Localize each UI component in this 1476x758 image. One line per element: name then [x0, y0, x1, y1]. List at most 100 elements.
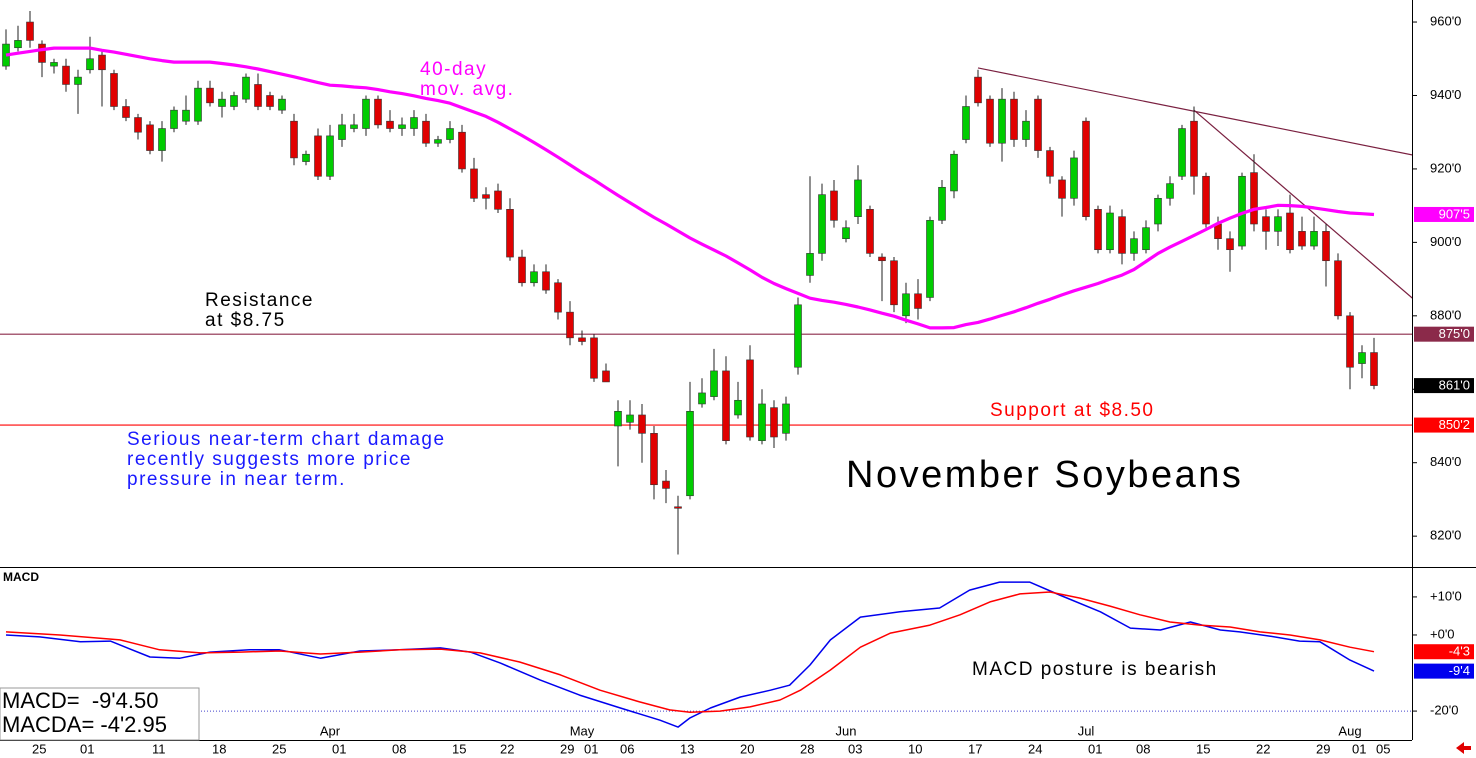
candle-body — [314, 135, 322, 177]
x-tick-label: 24 — [1028, 741, 1042, 756]
x-tick-label: 25 — [272, 741, 286, 756]
candle-body — [1010, 98, 1018, 140]
price-plot — [2, 11, 1412, 555]
candle-body — [50, 62, 58, 67]
macd-line — [5, 591, 1375, 713]
candle-body — [842, 227, 850, 239]
candle-body — [698, 392, 706, 405]
y-tick-label: 920'0 — [1430, 160, 1461, 175]
candle-body — [1118, 216, 1126, 254]
candle-body — [1322, 231, 1330, 262]
candle-body — [854, 179, 862, 217]
candle-body — [170, 109, 178, 129]
readout-box — [0, 687, 200, 741]
candle-body — [62, 65, 70, 85]
candle-body — [950, 153, 958, 192]
candle-body — [398, 124, 406, 129]
y-tick-label: +0'0 — [1430, 626, 1455, 641]
x-tick-label: 13 — [680, 741, 694, 756]
month-label: Jun — [836, 723, 857, 738]
candle-body — [638, 414, 646, 434]
candle-body — [434, 139, 442, 144]
candle-body — [998, 98, 1006, 144]
candle-body — [254, 84, 262, 107]
axes: 960'0940'0920'0900'0880'0860'0840'0820'0… — [32, 13, 1474, 756]
price-box-label: 875'0 — [1439, 326, 1470, 341]
y-tick-label: +10'0 — [1430, 588, 1462, 603]
candle-body — [1286, 212, 1294, 251]
resistance-label: Resistance — [205, 290, 314, 311]
price-box-label: 907'5 — [1439, 206, 1470, 221]
x-tick-label: 08 — [1136, 741, 1150, 756]
candle-body — [122, 106, 130, 118]
y-tick-label: -20'0 — [1430, 703, 1459, 718]
price-box — [1414, 644, 1474, 660]
candle-body — [1166, 183, 1174, 199]
candle-body — [482, 194, 490, 199]
note: pressure in near term. — [127, 469, 346, 490]
readout: MACD= -9'4.50 — [2, 688, 158, 713]
y-tick-label: 880'0 — [1430, 307, 1461, 322]
candle-body — [782, 403, 790, 434]
candle-body — [1226, 238, 1234, 251]
price-box-label: -4'3 — [1449, 644, 1470, 659]
x-tick-label: 05 — [1376, 741, 1390, 756]
candle-body — [374, 98, 382, 126]
candle-body — [1274, 216, 1282, 232]
note: Serious near-term chart damage — [127, 429, 446, 450]
month-label: Apr — [320, 723, 341, 738]
candle-body — [1178, 128, 1186, 177]
candle-body — [662, 480, 670, 489]
price-box — [1414, 417, 1474, 433]
candle-body — [686, 410, 694, 497]
x-tick-label: 01 — [80, 741, 94, 756]
ma-label: 40-day — [420, 59, 487, 80]
candle-body — [1346, 315, 1354, 368]
x-tick-label: 15 — [452, 741, 466, 756]
candle-body — [1082, 120, 1090, 217]
candle-body — [350, 124, 358, 129]
chart-title: November Soybeans — [846, 454, 1243, 496]
candle-body — [890, 260, 898, 306]
candle-body — [1262, 216, 1270, 232]
candle-body — [674, 506, 682, 509]
x-tick-label: 01 — [1352, 741, 1366, 756]
candle-body — [914, 293, 922, 309]
candle-body — [230, 95, 238, 107]
candle-body — [578, 337, 586, 342]
candle-body — [530, 271, 538, 284]
support-label: Support at $8.50 — [990, 400, 1155, 421]
x-tick-label: 03 — [848, 741, 862, 756]
candle-body — [1130, 238, 1138, 254]
candle-body — [878, 256, 886, 262]
candle-body — [818, 194, 826, 254]
macd-line — [5, 581, 1375, 728]
scroll-arrow[interactable] — [1456, 742, 1471, 754]
x-tick-label: 28 — [800, 741, 814, 756]
trend-line — [1193, 109, 1412, 299]
macd-title: MACD — [3, 570, 39, 584]
candle-body — [758, 403, 766, 441]
candle-body — [1154, 198, 1162, 225]
candle-body — [458, 131, 466, 170]
x-tick-label: 08 — [392, 741, 406, 756]
candle-body — [1034, 98, 1042, 151]
price-box-label: -9'4 — [1449, 663, 1470, 678]
candle-body — [518, 256, 526, 284]
candle-body — [1070, 157, 1078, 199]
x-tick-label: 29 — [1316, 741, 1330, 756]
candle-body — [866, 209, 874, 254]
candle-body — [794, 304, 802, 368]
candle-body — [386, 120, 394, 129]
candle-body — [926, 220, 934, 298]
candle-body — [938, 186, 946, 221]
candle-body — [614, 410, 622, 427]
candle-body — [38, 43, 46, 63]
candle-body — [182, 109, 190, 122]
macd-plot — [5, 581, 1375, 728]
y-tick-label: 940'0 — [1430, 87, 1461, 102]
candle-body — [98, 54, 106, 71]
